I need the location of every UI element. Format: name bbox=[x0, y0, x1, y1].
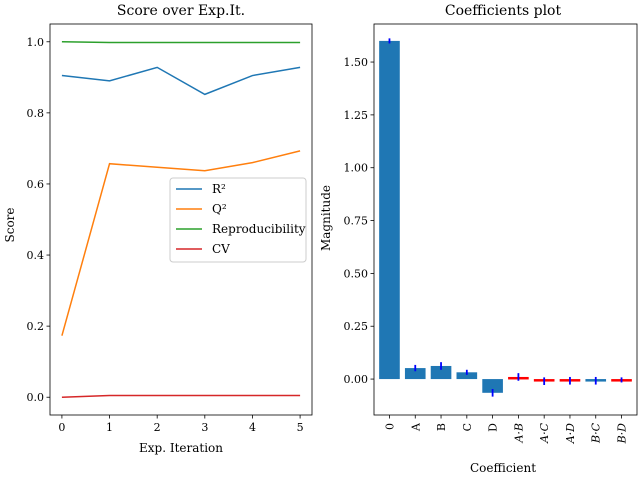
y-tick-label: 0.8 bbox=[27, 107, 45, 120]
legend-box bbox=[169, 177, 307, 263]
x-tick-label: B bbox=[435, 423, 448, 431]
series-line-0 bbox=[61, 66, 301, 96]
y-tick-label: 0.2 bbox=[27, 320, 45, 333]
series-line-3 bbox=[61, 394, 301, 398]
x-tick-label: A·B bbox=[512, 423, 525, 444]
right-x-axis-label: Coefficient bbox=[470, 461, 536, 475]
legend: R² Q² Reproducibility CV bbox=[169, 177, 307, 263]
x-tick-label: 1 bbox=[106, 421, 113, 434]
right-axes-frame bbox=[373, 23, 638, 416]
left-axes-frame bbox=[49, 23, 313, 416]
x-tick-label: 5 bbox=[297, 421, 304, 434]
left-chart-title: Score over Exp.It. bbox=[117, 3, 245, 19]
legend-label-2: Reproducibility bbox=[212, 222, 306, 236]
x-tick-label: 3 bbox=[201, 421, 208, 434]
y-tick-label: 0.50 bbox=[344, 267, 369, 280]
x-tick-label: 2 bbox=[154, 421, 161, 434]
x-tick-label: A·D bbox=[564, 423, 577, 444]
legend-label-1: Q² bbox=[212, 202, 227, 216]
left-y-axis-label: Score bbox=[3, 207, 17, 242]
x-tick-label: C bbox=[461, 423, 474, 431]
y-tick-label: 0.4 bbox=[27, 249, 45, 262]
series-line-2 bbox=[61, 41, 301, 44]
y-tick-label: 1.00 bbox=[344, 162, 369, 175]
legend-label-0: R² bbox=[212, 182, 226, 196]
y-tick-label: 0.00 bbox=[344, 373, 369, 386]
x-tick-label: B·C bbox=[590, 422, 603, 444]
y-tick-label: 0.75 bbox=[344, 215, 369, 228]
coefficient-bar-1 bbox=[404, 368, 426, 380]
coefficients-bar-chart: Coefficients plot 0.00 0.25 0.50 0.75 1.00 1.… bbox=[319, 3, 638, 475]
y-tick-label: 0.6 bbox=[27, 178, 45, 191]
y-tick-label: 1.50 bbox=[344, 56, 369, 69]
x-tick-label: D bbox=[487, 423, 500, 432]
coefficient-bar-3 bbox=[456, 372, 478, 380]
score-line-chart: Score over Exp.It. 0 1 2 3 4 5 0.0 0.2 0.4 0.6 0.8… bbox=[3, 3, 313, 455]
y-tick-label: 0.25 bbox=[344, 320, 369, 333]
right-y-axis-label: Magnitude bbox=[319, 185, 333, 251]
left-x-axis-label: Exp. Iteration bbox=[139, 441, 223, 455]
y-tick-label: 0.0 bbox=[27, 391, 45, 404]
x-tick-label: B·D bbox=[616, 423, 629, 445]
x-tick-label: A bbox=[409, 422, 422, 432]
y-tick-label: 1.0 bbox=[27, 36, 45, 49]
y-tick-label: 1.25 bbox=[344, 109, 369, 122]
x-tick-label: A·C bbox=[538, 422, 551, 443]
left-plot-area: 0 1 2 3 4 5 0.0 0.2 0.4 0.6 0.8 1.0 R² Q² Reproducibil… bbox=[27, 23, 313, 434]
x-tick-label: 0 bbox=[383, 423, 396, 430]
right-plot-area: 0.00 0.25 0.50 0.75 1.00 1.25 1.50 0 A B C D A·B A·C A… bbox=[344, 23, 638, 445]
coefficient-bar-4 bbox=[482, 379, 503, 393]
right-chart-title: Coefficients plot bbox=[445, 3, 562, 19]
x-tick-label: 4 bbox=[249, 421, 256, 434]
coefficient-bar-0 bbox=[379, 40, 400, 380]
series-line-1 bbox=[61, 150, 301, 336]
coefficient-bar-2 bbox=[430, 365, 452, 380]
legend-label-3: CV bbox=[212, 242, 230, 256]
x-tick-label: 0 bbox=[58, 421, 65, 434]
